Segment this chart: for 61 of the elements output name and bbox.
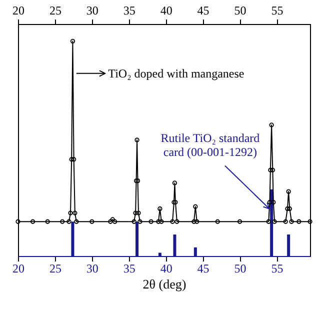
x2-tick-label: 20: [12, 262, 24, 276]
point: [266, 219, 271, 224]
x-tick-label: 50: [234, 4, 246, 18]
point: [286, 189, 291, 194]
point: [66, 219, 72, 224]
point: [108, 219, 113, 224]
point: [45, 219, 50, 224]
point: [132, 219, 136, 224]
point: [148, 219, 154, 224]
point: [69, 157, 74, 162]
x2-tick-label: 30: [86, 262, 98, 276]
point: [268, 168, 273, 172]
point: [134, 138, 140, 142]
point: [74, 219, 79, 224]
x2-tick-label: 35: [123, 262, 136, 276]
point: [158, 206, 162, 212]
x2-tick-label: 50: [234, 262, 246, 276]
point: [289, 219, 294, 224]
x-tick-label: 45: [197, 4, 210, 18]
point: [172, 180, 178, 186]
point: [90, 219, 94, 224]
point: [270, 168, 275, 172]
x-tick-label: 20: [12, 4, 24, 18]
x-tick-label: 35: [123, 4, 136, 18]
x-tick-label: 55: [271, 4, 284, 18]
point: [237, 219, 242, 224]
point: [68, 210, 73, 216]
point: [285, 206, 290, 212]
x-tick-label: 30: [86, 4, 98, 18]
x2-tick-label: 45: [197, 262, 210, 276]
point: [112, 219, 118, 224]
point: [170, 219, 175, 224]
point: [138, 219, 142, 224]
x2-tick-label: 40: [160, 262, 172, 276]
point: [60, 219, 65, 224]
point: [72, 210, 78, 216]
point: [287, 206, 292, 212]
point: [110, 217, 115, 222]
point: [133, 210, 138, 216]
x-tick-label: 25: [49, 4, 62, 18]
point: [30, 219, 36, 224]
point: [271, 200, 276, 205]
point: [174, 219, 180, 224]
point: [269, 122, 274, 128]
x-axis-title: 2θ (deg): [142, 276, 186, 292]
x-tick-label: 40: [160, 4, 172, 18]
point: [296, 219, 302, 224]
point: [194, 219, 200, 224]
point: [192, 219, 196, 224]
point: [159, 219, 164, 224]
point: [215, 219, 220, 224]
point: [283, 219, 288, 224]
x2-tick-label: 55: [271, 262, 284, 276]
point: [136, 210, 141, 216]
point: [193, 204, 198, 209]
point: [70, 38, 76, 44]
point: [272, 219, 277, 224]
x2-tick-label: 25: [49, 262, 62, 276]
annotation: Rutile TiO₂ standard card (00-001-1292): [160, 130, 260, 159]
annotation: TiO₂ doped with manganese: [108, 66, 244, 80]
point: [156, 219, 161, 224]
